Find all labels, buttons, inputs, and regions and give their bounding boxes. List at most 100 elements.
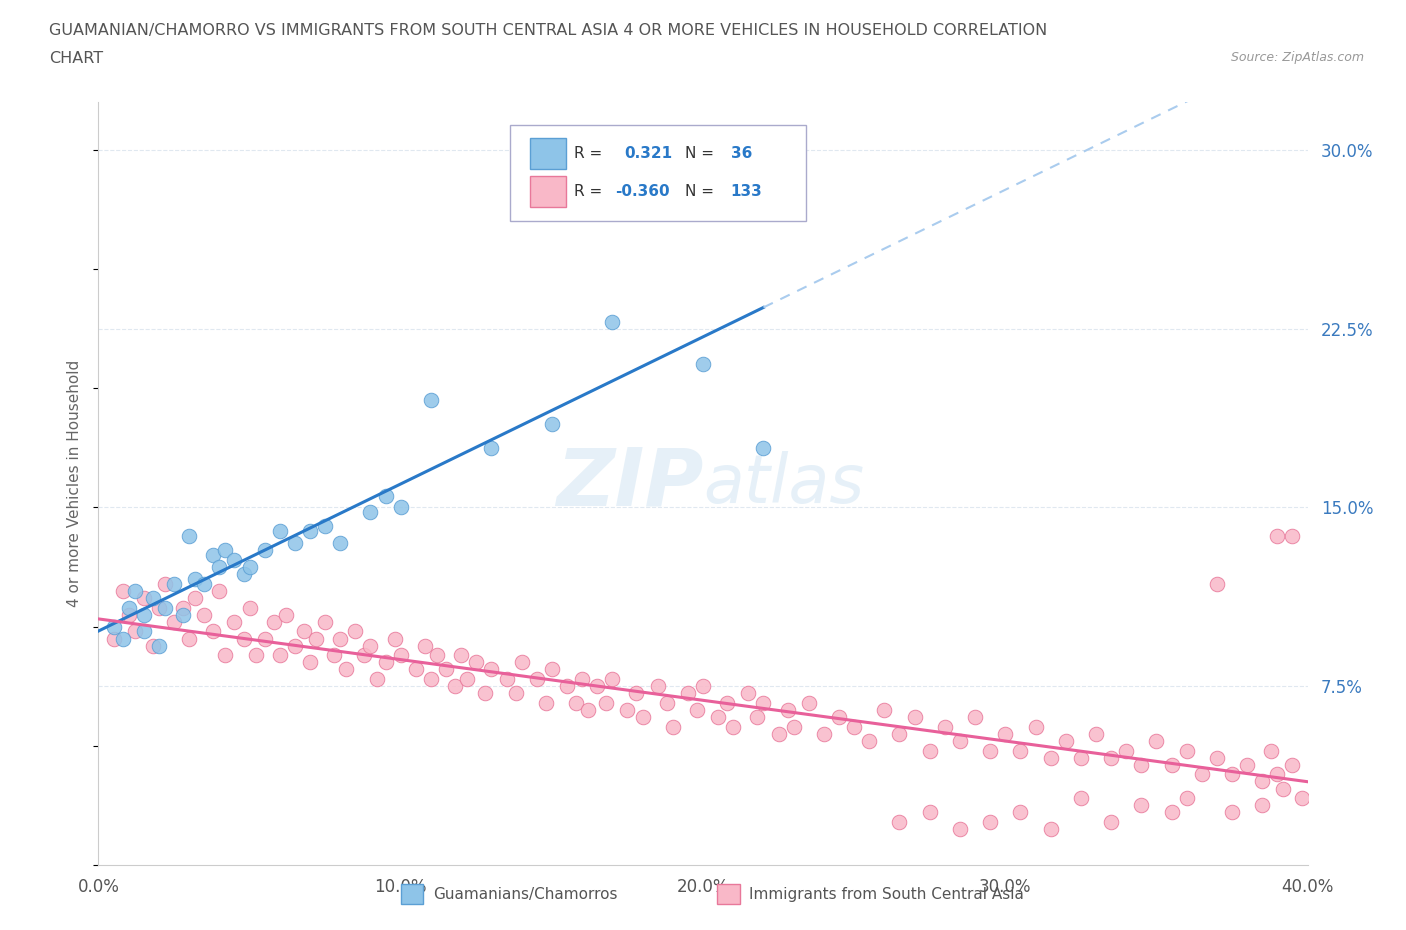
Point xyxy=(232,566,254,581)
Point xyxy=(413,638,436,653)
Point xyxy=(752,696,775,711)
Text: 0.321: 0.321 xyxy=(624,146,672,161)
Point xyxy=(1130,798,1153,813)
Text: ZIP: ZIP xyxy=(555,445,703,523)
Point xyxy=(384,631,406,646)
Point xyxy=(163,615,186,630)
Point xyxy=(965,710,987,724)
Point xyxy=(124,624,146,639)
Point xyxy=(1272,781,1295,796)
Point xyxy=(1281,757,1303,772)
Point xyxy=(1260,743,1282,758)
Point xyxy=(202,624,225,639)
Point xyxy=(1220,805,1243,820)
Point xyxy=(314,519,336,534)
Point xyxy=(889,815,911,830)
Point xyxy=(481,441,503,456)
Point xyxy=(1160,757,1182,772)
Point xyxy=(208,583,231,598)
Point xyxy=(111,631,134,646)
Point xyxy=(193,607,215,622)
Point xyxy=(389,648,412,663)
Point xyxy=(269,524,291,538)
Point xyxy=(202,548,225,563)
Point xyxy=(676,686,699,701)
Point xyxy=(602,671,624,686)
Point xyxy=(420,671,443,686)
Point xyxy=(214,543,236,558)
Point xyxy=(994,726,1017,741)
Point xyxy=(360,505,382,520)
Point xyxy=(142,638,165,653)
Point xyxy=(374,488,396,503)
Point xyxy=(797,696,820,711)
Point xyxy=(723,719,745,734)
Point xyxy=(374,655,396,670)
Point xyxy=(132,607,155,622)
Point xyxy=(631,710,654,724)
Point xyxy=(314,615,336,630)
Point xyxy=(179,631,201,646)
Point xyxy=(111,583,134,598)
Point xyxy=(450,648,472,663)
Point xyxy=(1085,726,1108,741)
Point xyxy=(626,686,648,701)
Point xyxy=(1206,751,1229,765)
Point xyxy=(353,648,375,663)
Point xyxy=(232,631,254,646)
Point xyxy=(565,696,588,711)
Point xyxy=(323,648,346,663)
Point xyxy=(1251,798,1274,813)
Point xyxy=(776,702,799,717)
Point xyxy=(1144,734,1167,749)
Point xyxy=(576,702,599,717)
Point xyxy=(768,726,790,741)
Point xyxy=(858,734,880,749)
Point xyxy=(1130,757,1153,772)
Point xyxy=(360,638,382,653)
Point xyxy=(555,679,578,694)
Point xyxy=(124,583,146,598)
Point xyxy=(540,662,562,677)
Point xyxy=(1099,815,1122,830)
Point xyxy=(214,648,236,663)
Text: Guamanians/Chamorros: Guamanians/Chamorros xyxy=(433,887,617,902)
Point xyxy=(329,536,352,551)
Point xyxy=(1220,767,1243,782)
Point xyxy=(918,743,941,758)
Point xyxy=(1291,790,1313,805)
Point xyxy=(1010,743,1032,758)
Point xyxy=(844,719,866,734)
Point xyxy=(193,577,215,591)
Point xyxy=(616,702,638,717)
Point xyxy=(1251,774,1274,789)
Point xyxy=(495,671,517,686)
Point xyxy=(366,671,388,686)
Point xyxy=(118,607,141,622)
Point xyxy=(434,662,457,677)
Point xyxy=(305,631,328,646)
Point xyxy=(1160,805,1182,820)
Point xyxy=(1115,743,1137,758)
Point xyxy=(534,696,557,711)
Text: CHART: CHART xyxy=(49,51,103,66)
Text: R =: R = xyxy=(574,146,602,161)
Y-axis label: 4 or more Vehicles in Household: 4 or more Vehicles in Household xyxy=(67,360,83,607)
Point xyxy=(292,624,315,639)
Point xyxy=(813,726,835,741)
Point xyxy=(1206,577,1229,591)
Point xyxy=(389,500,412,515)
Point xyxy=(692,190,714,205)
Point xyxy=(153,600,176,615)
Point xyxy=(747,710,769,724)
Point xyxy=(1070,751,1092,765)
Point xyxy=(344,624,367,639)
Point xyxy=(510,655,533,670)
Point xyxy=(329,631,352,646)
Point xyxy=(253,631,276,646)
Point xyxy=(716,696,738,711)
Point xyxy=(1039,822,1062,837)
Point xyxy=(299,524,322,538)
Point xyxy=(1054,734,1077,749)
FancyBboxPatch shape xyxy=(530,177,567,206)
